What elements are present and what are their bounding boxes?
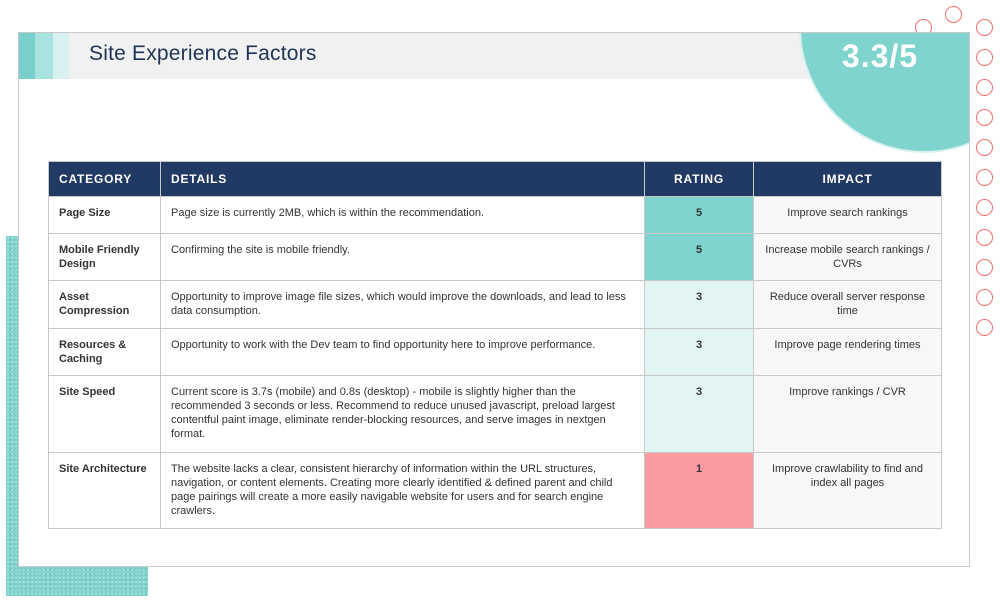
row-rating: 5	[644, 196, 754, 234]
column-header-rating: RATING	[644, 161, 754, 197]
decorative-circle	[976, 319, 993, 336]
page-title: Site Experience Factors	[89, 42, 317, 65]
column-header-details: DETAILS	[160, 161, 645, 197]
decorative-circle	[976, 199, 993, 216]
decorative-circle	[976, 109, 993, 126]
row-rating: 3	[644, 375, 754, 453]
column-header-category: CATEGORY	[48, 161, 161, 197]
decorative-circle	[945, 6, 962, 23]
decorative-circle	[976, 139, 993, 156]
decorative-circle	[976, 289, 993, 306]
row-details: Opportunity to improve image file sizes,…	[160, 280, 645, 329]
factors-table: CATEGORY DETAILS RATING IMPACT Page Size…	[48, 161, 942, 529]
header-stripe	[19, 33, 35, 79]
row-details: Confirming the site is mobile friendly.	[160, 233, 645, 281]
row-category: Resources & Caching	[48, 328, 161, 376]
row-details: Current score is 3.7s (mobile) and 0.8s …	[160, 375, 645, 453]
decorative-circle	[976, 229, 993, 246]
row-impact: Improve page rendering times	[753, 328, 942, 376]
table-row: Mobile Friendly Design Confirming the si…	[48, 233, 942, 281]
row-impact: Improve search rankings	[753, 196, 942, 234]
column-header-impact: IMPACT	[753, 161, 942, 197]
table-row: Resources & Caching Opportunity to work …	[48, 328, 942, 376]
row-details: Page size is currently 2MB, which is wit…	[160, 196, 645, 234]
row-details: Opportunity to work with the Dev team to…	[160, 328, 645, 376]
table-row: Site Architecture The website lacks a cl…	[48, 452, 942, 529]
score-value: 3.3/5	[841, 38, 919, 74]
row-rating: 5	[644, 233, 754, 281]
row-category: Page Size	[48, 196, 161, 234]
header-stripe	[35, 33, 53, 79]
header-stripe	[53, 33, 69, 79]
row-details: The website lacks a clear, consistent hi…	[160, 452, 645, 529]
table-row: Asset Compression Opportunity to improve…	[48, 280, 942, 329]
decorative-circle	[976, 169, 993, 186]
row-category: Site Speed	[48, 375, 161, 453]
row-impact: Improve crawlability to find and index a…	[753, 452, 942, 529]
row-rating: 3	[644, 280, 754, 329]
row-rating: 1	[644, 452, 754, 529]
decorative-circle	[976, 19, 993, 36]
table-row: Page Size Page size is currently 2MB, wh…	[48, 196, 942, 234]
row-impact: Improve rankings / CVR	[753, 375, 942, 453]
score-label: SCORE	[847, 15, 913, 34]
decorative-circles	[910, 0, 1000, 340]
row-category: Site Architecture	[48, 452, 161, 529]
decorative-circle	[976, 259, 993, 276]
decorative-circle	[976, 79, 993, 96]
decorative-circle	[976, 49, 993, 66]
table-row: Site Speed Current score is 3.7s (mobile…	[48, 375, 942, 453]
row-category: Asset Compression	[48, 280, 161, 329]
row-rating: 3	[644, 328, 754, 376]
table-header-row: CATEGORY DETAILS RATING IMPACT	[48, 161, 942, 197]
row-category: Mobile Friendly Design	[48, 233, 161, 281]
row-impact: Reduce overall server response time	[753, 280, 942, 329]
row-impact: Increase mobile search rankings / CVRs	[753, 233, 942, 281]
